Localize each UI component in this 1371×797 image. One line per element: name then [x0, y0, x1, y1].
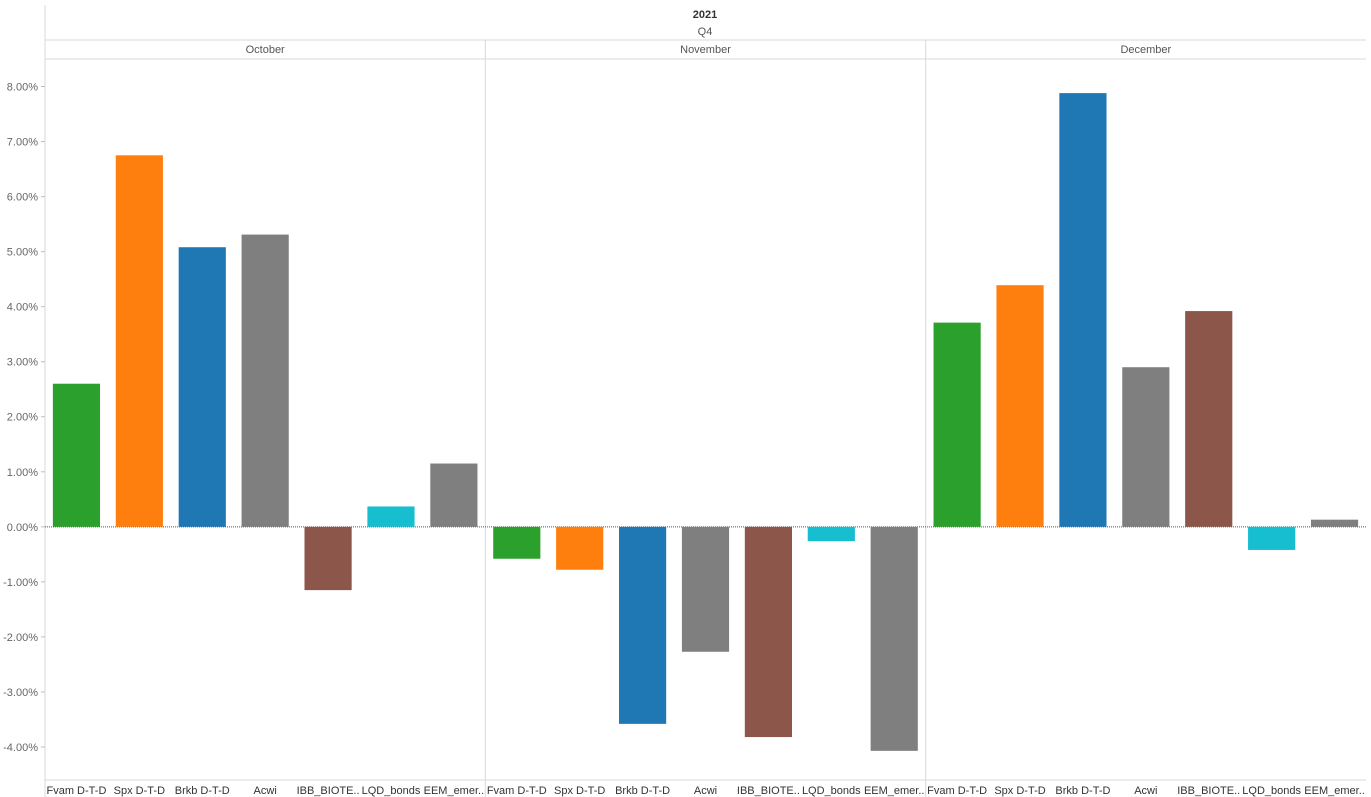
- bars: [45, 93, 1366, 751]
- x-tick-label: LQD_bonds: [1242, 785, 1301, 797]
- x-tick-label: Brkb D-T-D: [175, 785, 230, 797]
- bar[interactable]: [115, 155, 163, 527]
- bar[interactable]: [744, 526, 792, 738]
- bar[interactable]: [1185, 311, 1233, 527]
- quarter-header: Q4: [698, 26, 713, 38]
- y-tick-label: -3.00%: [3, 687, 38, 699]
- y-tick-label: 8.00%: [7, 82, 38, 94]
- y-tick-label: 1.00%: [7, 467, 38, 479]
- bar[interactable]: [1059, 93, 1107, 527]
- x-tick-label: IBB_BIOTE..: [737, 785, 800, 797]
- y-tick-label: 7.00%: [7, 137, 38, 149]
- bar[interactable]: [807, 526, 855, 542]
- x-tick-label: EEM_emer..: [864, 785, 925, 797]
- y-tick-label: -2.00%: [3, 632, 38, 644]
- x-tick-label: Acwi: [1134, 785, 1157, 797]
- y-tick-label: -4.00%: [3, 742, 38, 754]
- bar[interactable]: [870, 526, 918, 751]
- bar[interactable]: [1310, 519, 1359, 527]
- y-tick-label: 5.00%: [7, 247, 38, 259]
- bar[interactable]: [304, 526, 352, 591]
- y-tick-label: 4.00%: [7, 302, 38, 314]
- month-header: December: [1120, 44, 1171, 56]
- bar[interactable]: [619, 526, 667, 724]
- bar[interactable]: [681, 526, 730, 652]
- month-header: October: [246, 44, 285, 56]
- month-header: November: [680, 44, 731, 56]
- bar[interactable]: [933, 322, 981, 527]
- x-tick-label: Acwi: [254, 785, 277, 797]
- column-headers: 2021 Q4: [693, 9, 717, 38]
- x-tick-label: IBB_BIOTE..: [1177, 785, 1240, 797]
- x-tick-label: IBB_BIOTE..: [297, 785, 360, 797]
- bar[interactable]: [241, 234, 289, 527]
- x-tick-label: EEM_emer..: [1304, 785, 1365, 797]
- x-tick-label: Fvam D-T-D: [927, 785, 987, 797]
- bar[interactable]: [996, 285, 1044, 527]
- x-tick-label: Spx D-T-D: [994, 785, 1045, 797]
- y-axis: 8.00% 7.00% 6.00% 5.00% 4.00% 3.00% 2.00% 1.00%…: [3, 82, 45, 754]
- bar[interactable]: [1248, 526, 1296, 550]
- x-tick-label: Spx D-T-D: [554, 785, 605, 797]
- x-tick-label: Brkb D-T-D: [615, 785, 670, 797]
- bar[interactable]: [430, 463, 478, 527]
- bar[interactable]: [556, 526, 604, 570]
- y-tick-label: 0.00%: [7, 522, 38, 534]
- y-tick-label: 6.00%: [7, 192, 38, 204]
- chart-frame: October November December: [44, 5, 1366, 797]
- y-tick-label: 3.00%: [7, 357, 38, 369]
- x-tick-label: Acwi: [694, 785, 717, 797]
- year-header: 2021: [693, 9, 717, 21]
- x-tick-label: EEM_emer..: [424, 785, 485, 797]
- y-tick-label: 2.00%: [7, 412, 38, 424]
- bar[interactable]: [52, 383, 101, 527]
- bar[interactable]: [1122, 367, 1170, 527]
- x-tick-label: LQD_bonds: [802, 785, 861, 797]
- bar[interactable]: [493, 526, 541, 559]
- y-tick-label: -1.00%: [3, 577, 38, 589]
- x-axis: Fvam D-T-D Spx D-T-D Brkb D-T-D Acwi IBB_BIO…: [47, 785, 1365, 797]
- x-tick-label: Brkb D-T-D: [1055, 785, 1110, 797]
- x-tick-label: LQD_bonds: [362, 785, 421, 797]
- x-tick-label: Fvam D-T-D: [487, 785, 547, 797]
- bar[interactable]: [367, 506, 415, 527]
- bar[interactable]: [178, 247, 226, 527]
- x-tick-label: Fvam D-T-D: [47, 785, 107, 797]
- x-tick-label: Spx D-T-D: [114, 785, 165, 797]
